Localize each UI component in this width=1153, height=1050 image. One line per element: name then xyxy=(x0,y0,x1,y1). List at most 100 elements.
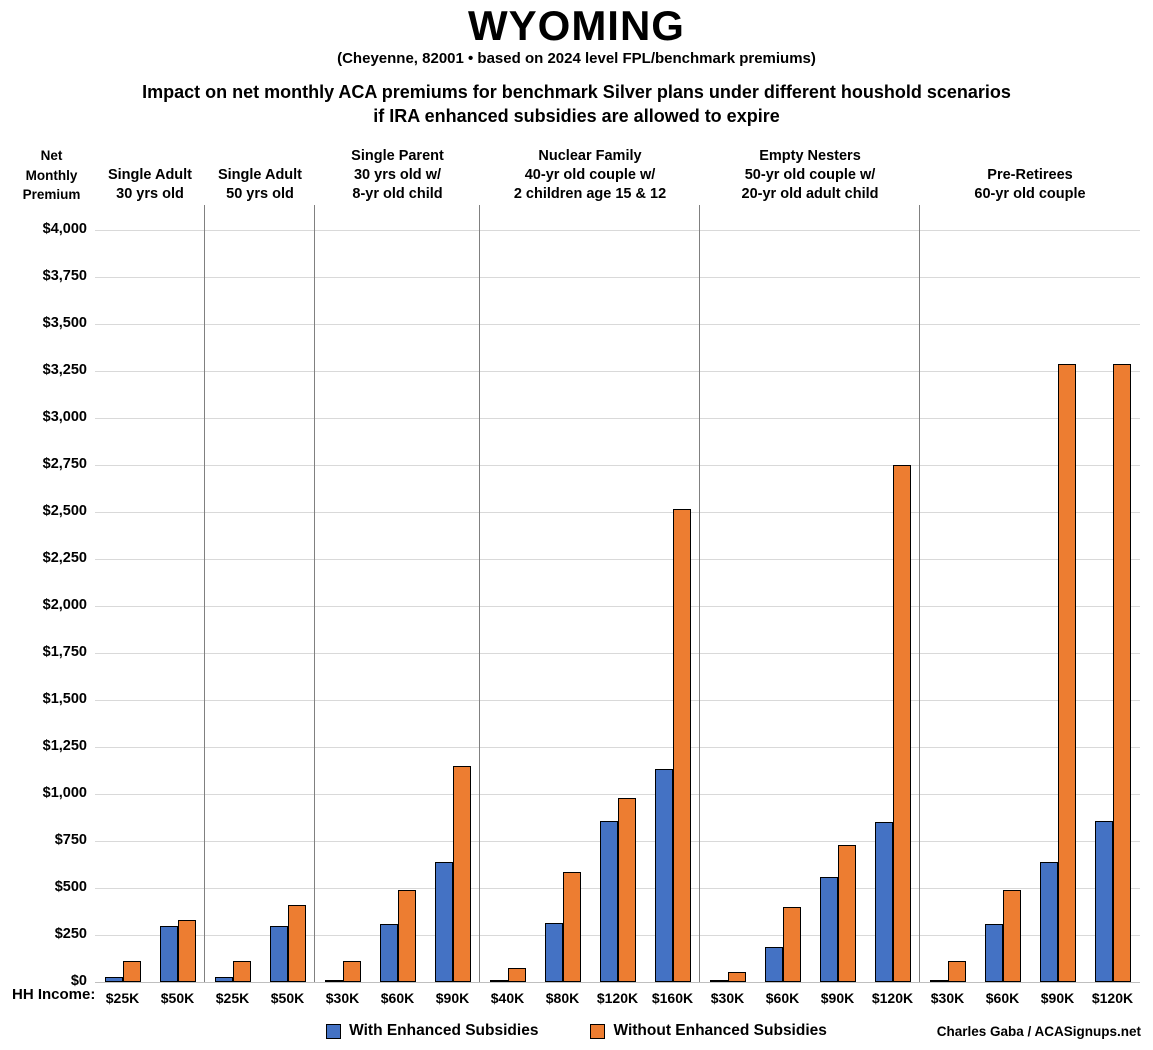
legend-label-without-enhanced: Without Enhanced Subsidies xyxy=(613,1022,827,1039)
bar-without-enhanced-subsidies xyxy=(947,961,966,982)
category-label: $40K xyxy=(490,990,525,1006)
y-axis-tick-label: $1,500 xyxy=(42,691,87,707)
group-header-line: Single Adult xyxy=(107,167,193,183)
bar-with-enhanced-subsidies xyxy=(764,947,783,982)
bar-with-enhanced-subsidies xyxy=(1094,821,1113,982)
category-cell xyxy=(1085,230,1140,982)
bar-with-enhanced-subsidies xyxy=(489,980,508,982)
group-header: Empty Nesters 50-yr old couple w/20-yr ol… xyxy=(700,148,920,230)
group-header: Single Adult 50 yrs old xyxy=(205,156,315,230)
legend-item-with-enhanced: With Enhanced Subsidies xyxy=(326,1022,538,1040)
bar-without-enhanced-subsidies xyxy=(397,890,416,982)
bar-with-enhanced-subsidies xyxy=(984,924,1003,982)
y-axis-header-line: Net xyxy=(40,148,63,163)
category-label: $90K xyxy=(820,990,855,1006)
bar-with-enhanced-subsidies xyxy=(544,923,563,982)
bar-group xyxy=(700,205,920,982)
group-divider xyxy=(479,205,480,982)
y-axis-tick-label: $4,000 xyxy=(42,221,87,237)
legend: With Enhanced Subsidies Without Enhanced… xyxy=(0,1022,1153,1040)
x-label-group: $40K $80K $120K $160K xyxy=(480,990,700,1006)
bar-with-enhanced-subsidies xyxy=(214,977,233,982)
category-label: $120K xyxy=(596,990,639,1006)
category-label: $50K xyxy=(270,990,305,1006)
chart-heading-line1: Impact on net monthly ACA premiums for b… xyxy=(142,82,1011,102)
bar-without-enhanced-subsidies xyxy=(1057,364,1076,982)
y-axis-tick-label: $3,000 xyxy=(42,409,87,425)
group-header-line: 20-yr old adult child xyxy=(741,186,879,202)
category-label: $160K xyxy=(651,990,694,1006)
group-cells xyxy=(700,230,920,982)
group-header-line: 2 children age 15 & 12 xyxy=(513,186,667,202)
group-header: Single Adult 30 yrs old xyxy=(95,156,205,230)
category-cell xyxy=(370,230,425,982)
legend-item-without-enhanced: Without Enhanced Subsidies xyxy=(590,1022,827,1040)
gridline xyxy=(95,324,1140,325)
category-label: $30K xyxy=(930,990,965,1006)
gridline xyxy=(95,982,1140,983)
group-divider xyxy=(919,205,920,982)
chart-heading-line2: if IRA enhanced subsidies are allowed to… xyxy=(373,106,780,126)
group-header-line: Single Parent xyxy=(351,148,444,164)
gridline xyxy=(95,747,1140,748)
category-cell xyxy=(1030,230,1085,982)
bar-without-enhanced-subsidies xyxy=(177,920,196,982)
group-header-line: 30 yrs old w/ xyxy=(353,167,442,183)
category-label: $30K xyxy=(710,990,745,1006)
group-header-line: Single Adult xyxy=(217,167,303,183)
group-header-line: 50 yrs old xyxy=(226,186,294,202)
bar-without-enhanced-subsidies xyxy=(617,798,636,982)
bar-without-enhanced-subsidies xyxy=(562,872,581,982)
category-label: $50K xyxy=(160,990,195,1006)
category-label: $60K xyxy=(985,990,1020,1006)
bar-with-enhanced-subsidies xyxy=(709,980,728,982)
group-divider xyxy=(204,205,205,982)
category-cell xyxy=(810,230,865,982)
gridline xyxy=(95,371,1140,372)
group-header-line: 50-yr old couple w/ xyxy=(744,167,876,183)
y-axis-tick-label: $750 xyxy=(54,832,87,848)
group-cells xyxy=(95,230,205,982)
category-cell xyxy=(700,230,755,982)
credit-text: Charles Gaba / ACASignups.net xyxy=(936,1024,1141,1039)
category-cell xyxy=(975,230,1030,982)
bar-without-enhanced-subsidies xyxy=(122,961,141,982)
category-label: $25K xyxy=(215,990,250,1006)
bar-group xyxy=(480,205,700,982)
bar-with-enhanced-subsidies xyxy=(434,862,453,982)
group-headers-row: Single Adult 30 yrs old Single Adult 50 yrs… xyxy=(95,148,1140,230)
gridline xyxy=(95,230,1140,231)
category-cell xyxy=(205,230,260,982)
group-header-line: Empty Nesters xyxy=(759,148,861,164)
bar-with-enhanced-subsidies xyxy=(929,980,948,982)
y-axis-tick-label: $2,750 xyxy=(42,456,87,472)
group-header: Pre-Retirees 60-yr old couple xyxy=(920,156,1140,230)
group-header-line: 40-yr old couple w/ xyxy=(524,167,656,183)
group-header: Single Parent 30 yrs old w/8-yr old child xyxy=(315,148,480,230)
y-axis-tick-label: $2,000 xyxy=(42,597,87,613)
bar-without-enhanced-subsidies xyxy=(727,972,746,982)
y-axis-tick-label: $250 xyxy=(54,926,87,942)
bar-with-enhanced-subsidies xyxy=(819,877,838,982)
x-label-group: $25K $50K xyxy=(205,990,315,1006)
bar-without-enhanced-subsidies xyxy=(782,907,801,982)
legend-swatch-without-enhanced-icon xyxy=(590,1023,606,1039)
bar-with-enhanced-subsidies xyxy=(159,926,178,982)
legend-swatch-with-enhanced-icon xyxy=(326,1023,342,1039)
category-label: $120K xyxy=(871,990,914,1006)
bar-without-enhanced-subsidies xyxy=(837,845,856,982)
group-divider xyxy=(699,205,700,982)
group-cells xyxy=(315,230,480,982)
bar-groups-row xyxy=(95,205,1140,982)
category-cell xyxy=(755,230,810,982)
y-axis-tick-label: $2,250 xyxy=(42,550,87,566)
bar-group xyxy=(315,205,480,982)
category-label: $25K xyxy=(105,990,140,1006)
y-axis: Net Monthly Premium $4,000 $3,750 $3,500 $3,2… xyxy=(8,148,95,989)
category-cell xyxy=(590,230,645,982)
category-cell xyxy=(425,230,480,982)
bar-with-enhanced-subsidies xyxy=(654,769,673,982)
y-axis-tick-label: $0 xyxy=(70,973,87,989)
category-cell xyxy=(865,230,920,982)
